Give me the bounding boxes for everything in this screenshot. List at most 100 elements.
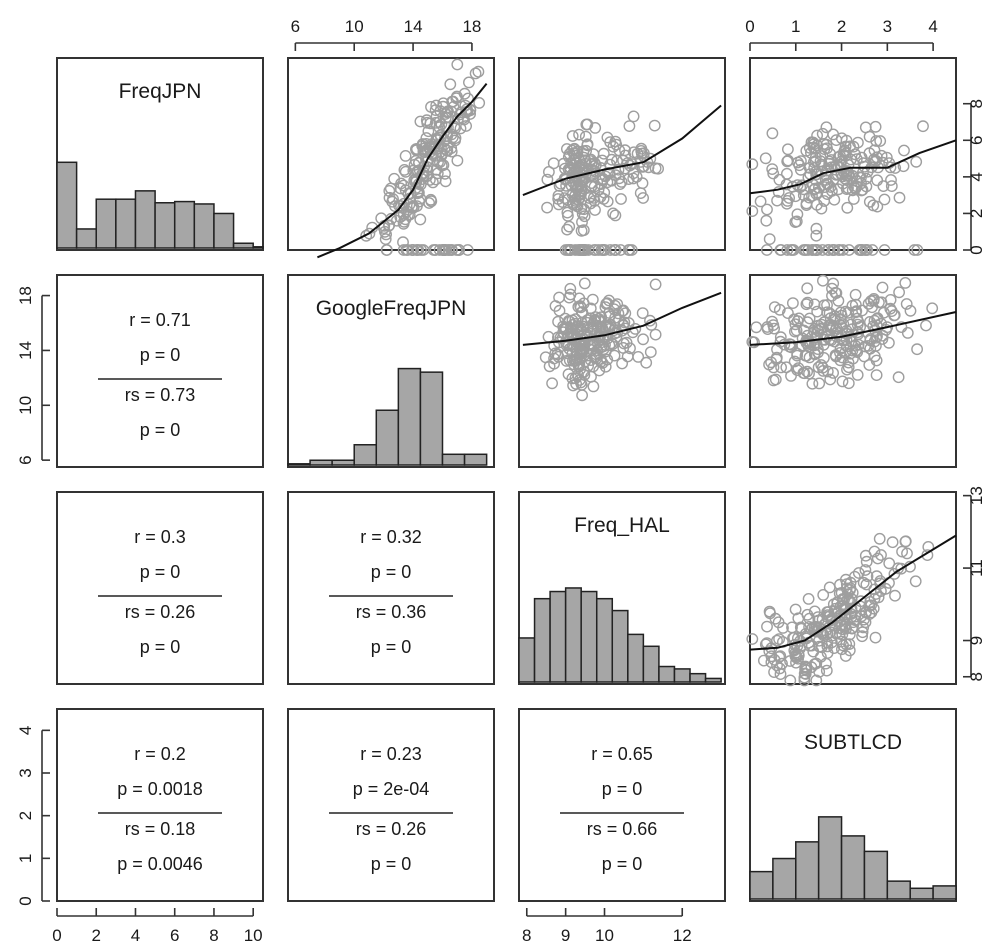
data-point — [799, 668, 812, 680]
data-point — [773, 173, 786, 186]
data-point — [649, 278, 662, 291]
axis-tick-label: 10 — [16, 396, 35, 415]
panel-frame-SUBTLCD-Freq_HAL — [518, 708, 726, 902]
data-point — [895, 562, 908, 575]
data-point — [884, 293, 897, 306]
data-point — [857, 621, 870, 634]
data-point — [869, 631, 882, 644]
scatter-panel-Freq_HAL-vs-SUBTLCD — [746, 532, 957, 687]
data-point — [892, 371, 905, 384]
data-point — [644, 346, 657, 358]
data-point — [803, 161, 816, 174]
data-point — [781, 167, 793, 180]
data-point — [818, 195, 831, 207]
data-point — [873, 296, 885, 309]
data-point — [788, 355, 801, 368]
panel-frame-FreqJPN-GoogleFreqJPN — [287, 57, 495, 251]
histogram-bar — [115, 198, 137, 249]
data-point — [811, 305, 824, 318]
data-point — [626, 326, 639, 339]
histogram-bar — [518, 637, 536, 683]
correlation-stat: p = 2e-04 — [353, 779, 430, 799]
data-point — [920, 319, 932, 332]
data-point — [382, 219, 395, 232]
data-point — [802, 593, 815, 605]
data-point — [847, 616, 859, 629]
data-point — [846, 169, 859, 182]
data-point — [399, 149, 412, 162]
variable-label: SUBTLCD — [804, 731, 902, 754]
data-point — [450, 92, 463, 105]
axis-tick-label: 11 — [967, 559, 986, 577]
data-point — [876, 333, 889, 345]
data-point — [460, 120, 472, 132]
histogram-bar — [658, 665, 676, 683]
data-point — [596, 154, 609, 167]
data-point — [569, 317, 581, 330]
data-point — [926, 302, 939, 315]
data-point — [800, 144, 813, 157]
data-point — [566, 372, 579, 385]
axis-tick-label: 10 — [345, 17, 364, 36]
data-point — [835, 608, 848, 621]
histogram-bar — [611, 609, 629, 683]
data-point — [789, 325, 801, 338]
data-point — [564, 282, 577, 295]
data-point — [885, 174, 897, 186]
data-point — [473, 97, 486, 109]
correlation-stat: p = 0 — [140, 420, 181, 440]
axis-tick-label: 12 — [673, 926, 692, 945]
data-point — [791, 349, 803, 362]
data-point — [839, 650, 852, 662]
data-point — [822, 606, 835, 618]
data-point — [868, 545, 881, 558]
data-point — [883, 157, 896, 170]
data-point — [859, 616, 872, 629]
data-point — [759, 152, 772, 165]
data-point — [787, 297, 799, 309]
data-point — [431, 167, 444, 180]
data-point — [642, 161, 655, 174]
data-point — [576, 338, 589, 351]
histogram-bar — [909, 887, 934, 900]
histogram-bar — [549, 590, 567, 683]
data-point — [595, 178, 608, 191]
data-point — [899, 276, 912, 289]
panel-frame-GoogleFreqJPN-GoogleFreqJPN — [287, 274, 495, 468]
data-point — [575, 224, 588, 237]
histogram-bar — [154, 202, 176, 249]
data-point — [869, 120, 882, 133]
axis-tick-label: 9 — [967, 636, 986, 645]
data-point — [563, 220, 576, 233]
data-point — [405, 244, 418, 256]
data-point — [605, 337, 618, 350]
data-point — [592, 312, 605, 325]
data-point — [832, 160, 845, 173]
data-point — [622, 173, 635, 186]
data-point — [868, 335, 881, 348]
data-point — [777, 622, 789, 634]
histogram-bar — [331, 459, 355, 466]
data-point — [842, 377, 855, 390]
data-point — [574, 301, 587, 314]
data-point — [846, 586, 859, 599]
data-point — [856, 630, 868, 643]
data-point — [585, 337, 598, 350]
data-point — [794, 163, 807, 176]
data-point — [566, 130, 579, 142]
data-point — [768, 666, 780, 678]
data-point — [409, 176, 422, 189]
data-point — [823, 155, 836, 168]
smooth-line — [317, 82, 488, 259]
data-point — [397, 179, 410, 192]
panel-frame-Freq_HAL-SUBTLCD — [749, 491, 957, 685]
data-point — [844, 140, 856, 153]
data-point — [572, 181, 584, 194]
correlation-stat: p = 0 — [140, 562, 181, 582]
data-point — [840, 333, 853, 346]
data-point — [430, 110, 443, 123]
data-point — [818, 351, 830, 364]
axis-tick-label: 13 — [967, 486, 986, 505]
data-point — [581, 138, 594, 151]
variable-label: FreqJPN — [119, 80, 202, 103]
